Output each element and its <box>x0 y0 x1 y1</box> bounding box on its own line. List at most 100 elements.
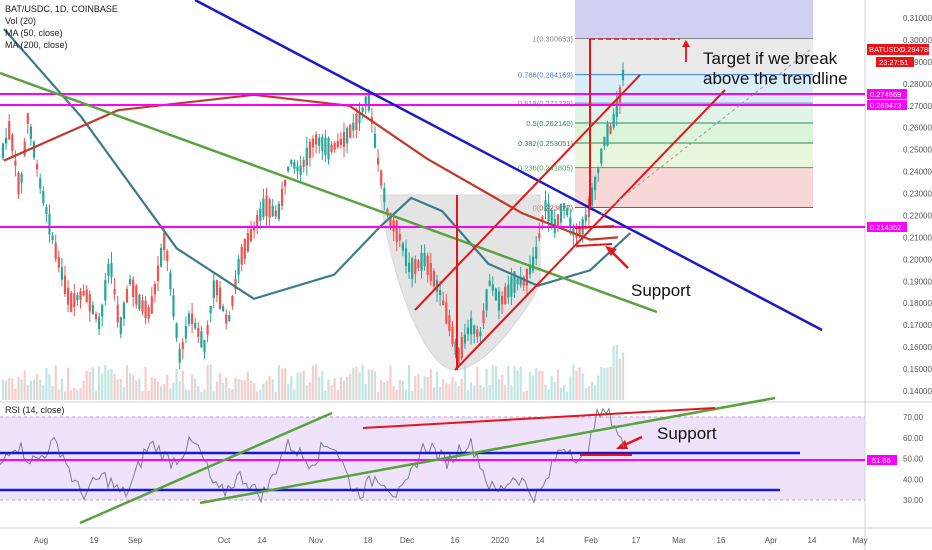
volume-bar <box>119 378 122 400</box>
volume-bar <box>525 390 528 400</box>
candle-body <box>169 272 172 290</box>
volume-bar <box>290 376 293 400</box>
volume-bar <box>271 379 274 400</box>
fib-level-label: 0.786(0.284169) <box>518 71 574 80</box>
arrow-support-rsi[interactable] <box>616 435 643 449</box>
candle-body <box>386 208 389 216</box>
rsi-red-trend[interactable] <box>362 407 716 429</box>
blue-trendline[interactable] <box>194 0 823 332</box>
fib-level-label: 0.382(0.253051) <box>518 139 574 148</box>
volume-bar <box>451 376 454 400</box>
level-tag-0274669: 0.274669 <box>867 89 907 99</box>
candle-body <box>138 294 141 310</box>
volume-bar <box>423 376 426 400</box>
candle-body <box>225 314 228 324</box>
candle-body <box>166 250 169 261</box>
candle-body <box>88 294 91 312</box>
candle-body <box>395 220 398 243</box>
candle-body <box>20 173 23 183</box>
volume-bar <box>82 380 85 400</box>
volume-bar <box>429 368 432 400</box>
rsi-green-trend-b[interactable] <box>199 396 776 505</box>
volume-legend[interactable]: Vol (20) <box>5 16 36 26</box>
cup-rim-short-line[interactable] <box>574 225 615 229</box>
candle-body <box>442 300 445 306</box>
volume-bar <box>432 387 435 400</box>
candle-body <box>287 166 290 172</box>
arrow-support-price[interactable] <box>605 246 629 269</box>
candle-body <box>98 317 101 330</box>
candle-body <box>423 253 426 267</box>
volume-bar <box>277 365 280 400</box>
volume-bar <box>519 366 522 400</box>
time-tick-label: Sep <box>128 536 143 545</box>
volume-bar <box>414 376 417 400</box>
candle-body <box>197 328 200 337</box>
fib-zone-1 <box>575 39 813 74</box>
symbol-price-tag[interactable]: BATUSDC 0.294788 <box>867 44 932 55</box>
volume-bar <box>94 391 98 400</box>
candle-body <box>559 204 563 223</box>
time-tick-label: 16 <box>717 536 726 545</box>
candle-body <box>175 323 178 338</box>
volume-bar <box>339 377 342 400</box>
candle-body <box>411 258 414 280</box>
green-trendline[interactable] <box>0 71 658 314</box>
volume-bar <box>488 384 491 400</box>
candle-body <box>17 173 20 195</box>
volume-bar <box>125 365 129 400</box>
volume-bar <box>590 381 594 400</box>
volume-bar <box>305 385 308 400</box>
time-tick-label: Oct <box>218 536 231 545</box>
channel-upper-line[interactable] <box>414 74 641 311</box>
candle-body <box>479 331 482 337</box>
volume-bar <box>408 364 411 400</box>
cup-rim-short-line-2[interactable] <box>576 243 613 247</box>
volume-bar <box>504 384 507 400</box>
svg-text:51.66: 51.66 <box>872 456 891 465</box>
volume-bar <box>346 377 349 400</box>
time-tick-label: Aug <box>34 536 48 545</box>
candle-body <box>342 131 346 147</box>
volume-bar <box>553 381 556 400</box>
volume-bar <box>138 378 141 400</box>
fib-retracement[interactable]: 1(0.300653) 0.786(0.284169) 0.618(0.271229… <box>518 0 813 213</box>
volume-bar <box>420 388 423 400</box>
rsi-legend[interactable]: RSI (14, close) <box>5 405 65 415</box>
volume-bar <box>308 382 311 400</box>
candle-body <box>290 159 293 165</box>
candle-body <box>408 262 411 272</box>
candle-body <box>113 288 116 295</box>
volume-bar <box>491 365 494 400</box>
ma200-legend[interactable]: MA (200, close) <box>5 40 68 50</box>
candle-body <box>563 203 566 210</box>
volume-bar <box>594 385 597 400</box>
channel-lower-line[interactable] <box>454 89 726 371</box>
volume-bar <box>63 391 67 400</box>
volume-bar <box>147 391 150 400</box>
rsi-tick-label: 40.00 <box>903 475 924 484</box>
volume-bar <box>352 367 355 400</box>
volume-bar <box>113 373 116 400</box>
ma200-line[interactable] <box>3 93 618 241</box>
fib-zone-2 <box>575 74 813 102</box>
volume-bar <box>39 379 42 400</box>
svg-text:0.294788: 0.294788 <box>901 45 932 54</box>
candle-body <box>231 295 234 307</box>
candle-body <box>457 348 460 364</box>
arrow-target[interactable] <box>682 40 690 62</box>
volume-bar <box>5 380 8 400</box>
volume-bar <box>479 385 482 400</box>
volume-bar <box>603 367 606 400</box>
rsi-green-trend-a[interactable] <box>79 411 333 525</box>
rsi-line[interactable] <box>0 407 625 504</box>
volume-bar <box>330 385 333 400</box>
candle-body <box>274 210 277 217</box>
volume-bar <box>435 371 439 400</box>
ma50-legend[interactable]: MA (50, close) <box>5 28 63 38</box>
candle-body <box>315 134 318 145</box>
volume-bar <box>169 388 172 400</box>
symbol-title[interactable]: BAT/USDC, 1D, COINBASE <box>5 4 118 14</box>
volume-bar <box>284 367 287 400</box>
level-tag-0269473: 0.269473 <box>867 100 907 110</box>
